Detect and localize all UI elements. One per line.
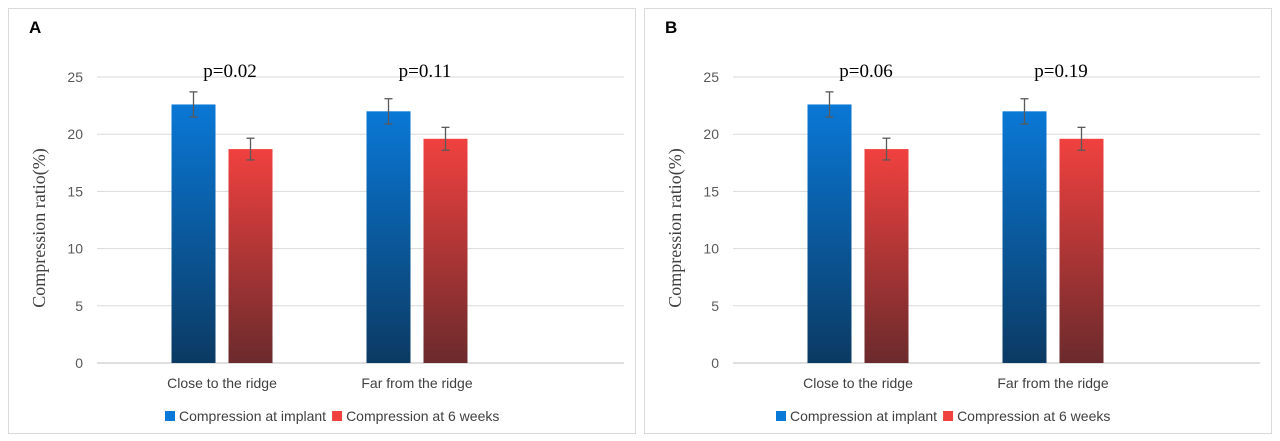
bar-implant [807,104,852,364]
bar-6-weeks [228,149,273,363]
p-value-annotation: p=0.06 [839,61,892,82]
legend: Compression at implant Compression at 6 w… [165,408,499,424]
y-tick-label: 0 [711,355,719,371]
p-value-annotation: p=0.11 [399,61,452,82]
bar-6-weeks [864,149,909,363]
y-tick-label: 15 [703,183,719,199]
error-bar [246,137,255,161]
error-bar [1020,98,1029,125]
y-tick-label: 5 [711,298,719,314]
x-category-label: Far from the ridge [997,375,1108,391]
panel-label: B [665,18,677,37]
legend-label-implant: Compression at implant [179,408,326,424]
bar-6-weeks [1059,138,1104,363]
error-bar [825,91,834,118]
legend-label-implant: Compression at implant [790,408,937,424]
x-category-label: Far from the ridge [361,375,472,391]
p-value-annotation: p=0.02 [203,61,256,82]
panel-label: A [29,18,41,37]
legend: Compression at implant Compression at 6 w… [776,408,1110,424]
error-bar [1077,126,1086,151]
legend-label-6-weeks: Compression at 6 weeks [957,408,1110,424]
y-axis-label: Compression ratio(%) [29,148,50,307]
error-bar [384,98,393,125]
y-tick-label: 20 [67,126,83,142]
x-category-label: Close to the ridge [167,375,277,391]
bar-implant [1002,111,1047,363]
bar-6-weeks [423,138,468,363]
p-value-annotation: p=0.19 [1034,61,1087,82]
y-axis-label: Compression ratio(%) [665,148,686,307]
chart-panel-a: A 0 5 10 15 20 25 Compression ratio(%) Close to … [8,8,636,434]
y-tick-label: 10 [703,241,719,257]
bar-implant [366,111,411,363]
legend-label-6-weeks: Compression at 6 weeks [346,408,499,424]
y-tick-label: 15 [67,183,83,199]
error-bar [882,137,891,161]
y-tick-label: 5 [75,298,83,314]
legend-swatch-implant [165,411,175,421]
legend-swatch-6-weeks [332,411,343,421]
x-category-label: Close to the ridge [803,375,913,391]
error-bar [441,126,450,151]
y-tick-label: 20 [703,126,719,142]
y-tick-label: 10 [67,241,83,257]
chart-svg-a: A 0 5 10 15 20 25 Compression ratio(%) Close to … [29,18,624,424]
error-bar [189,91,198,118]
y-tick-label: 25 [67,69,83,85]
y-tick-label: 0 [75,355,83,371]
chart-svg-b: B 0 5 10 15 20 25 Compression ratio(%) Close to … [665,18,1260,424]
chart-panel-b: B 0 5 10 15 20 25 Compression ratio(%) Close to … [644,8,1272,434]
legend-swatch-implant [776,411,786,421]
y-tick-label: 25 [703,69,719,85]
bar-implant [171,104,216,364]
legend-swatch-6-weeks [943,411,954,421]
